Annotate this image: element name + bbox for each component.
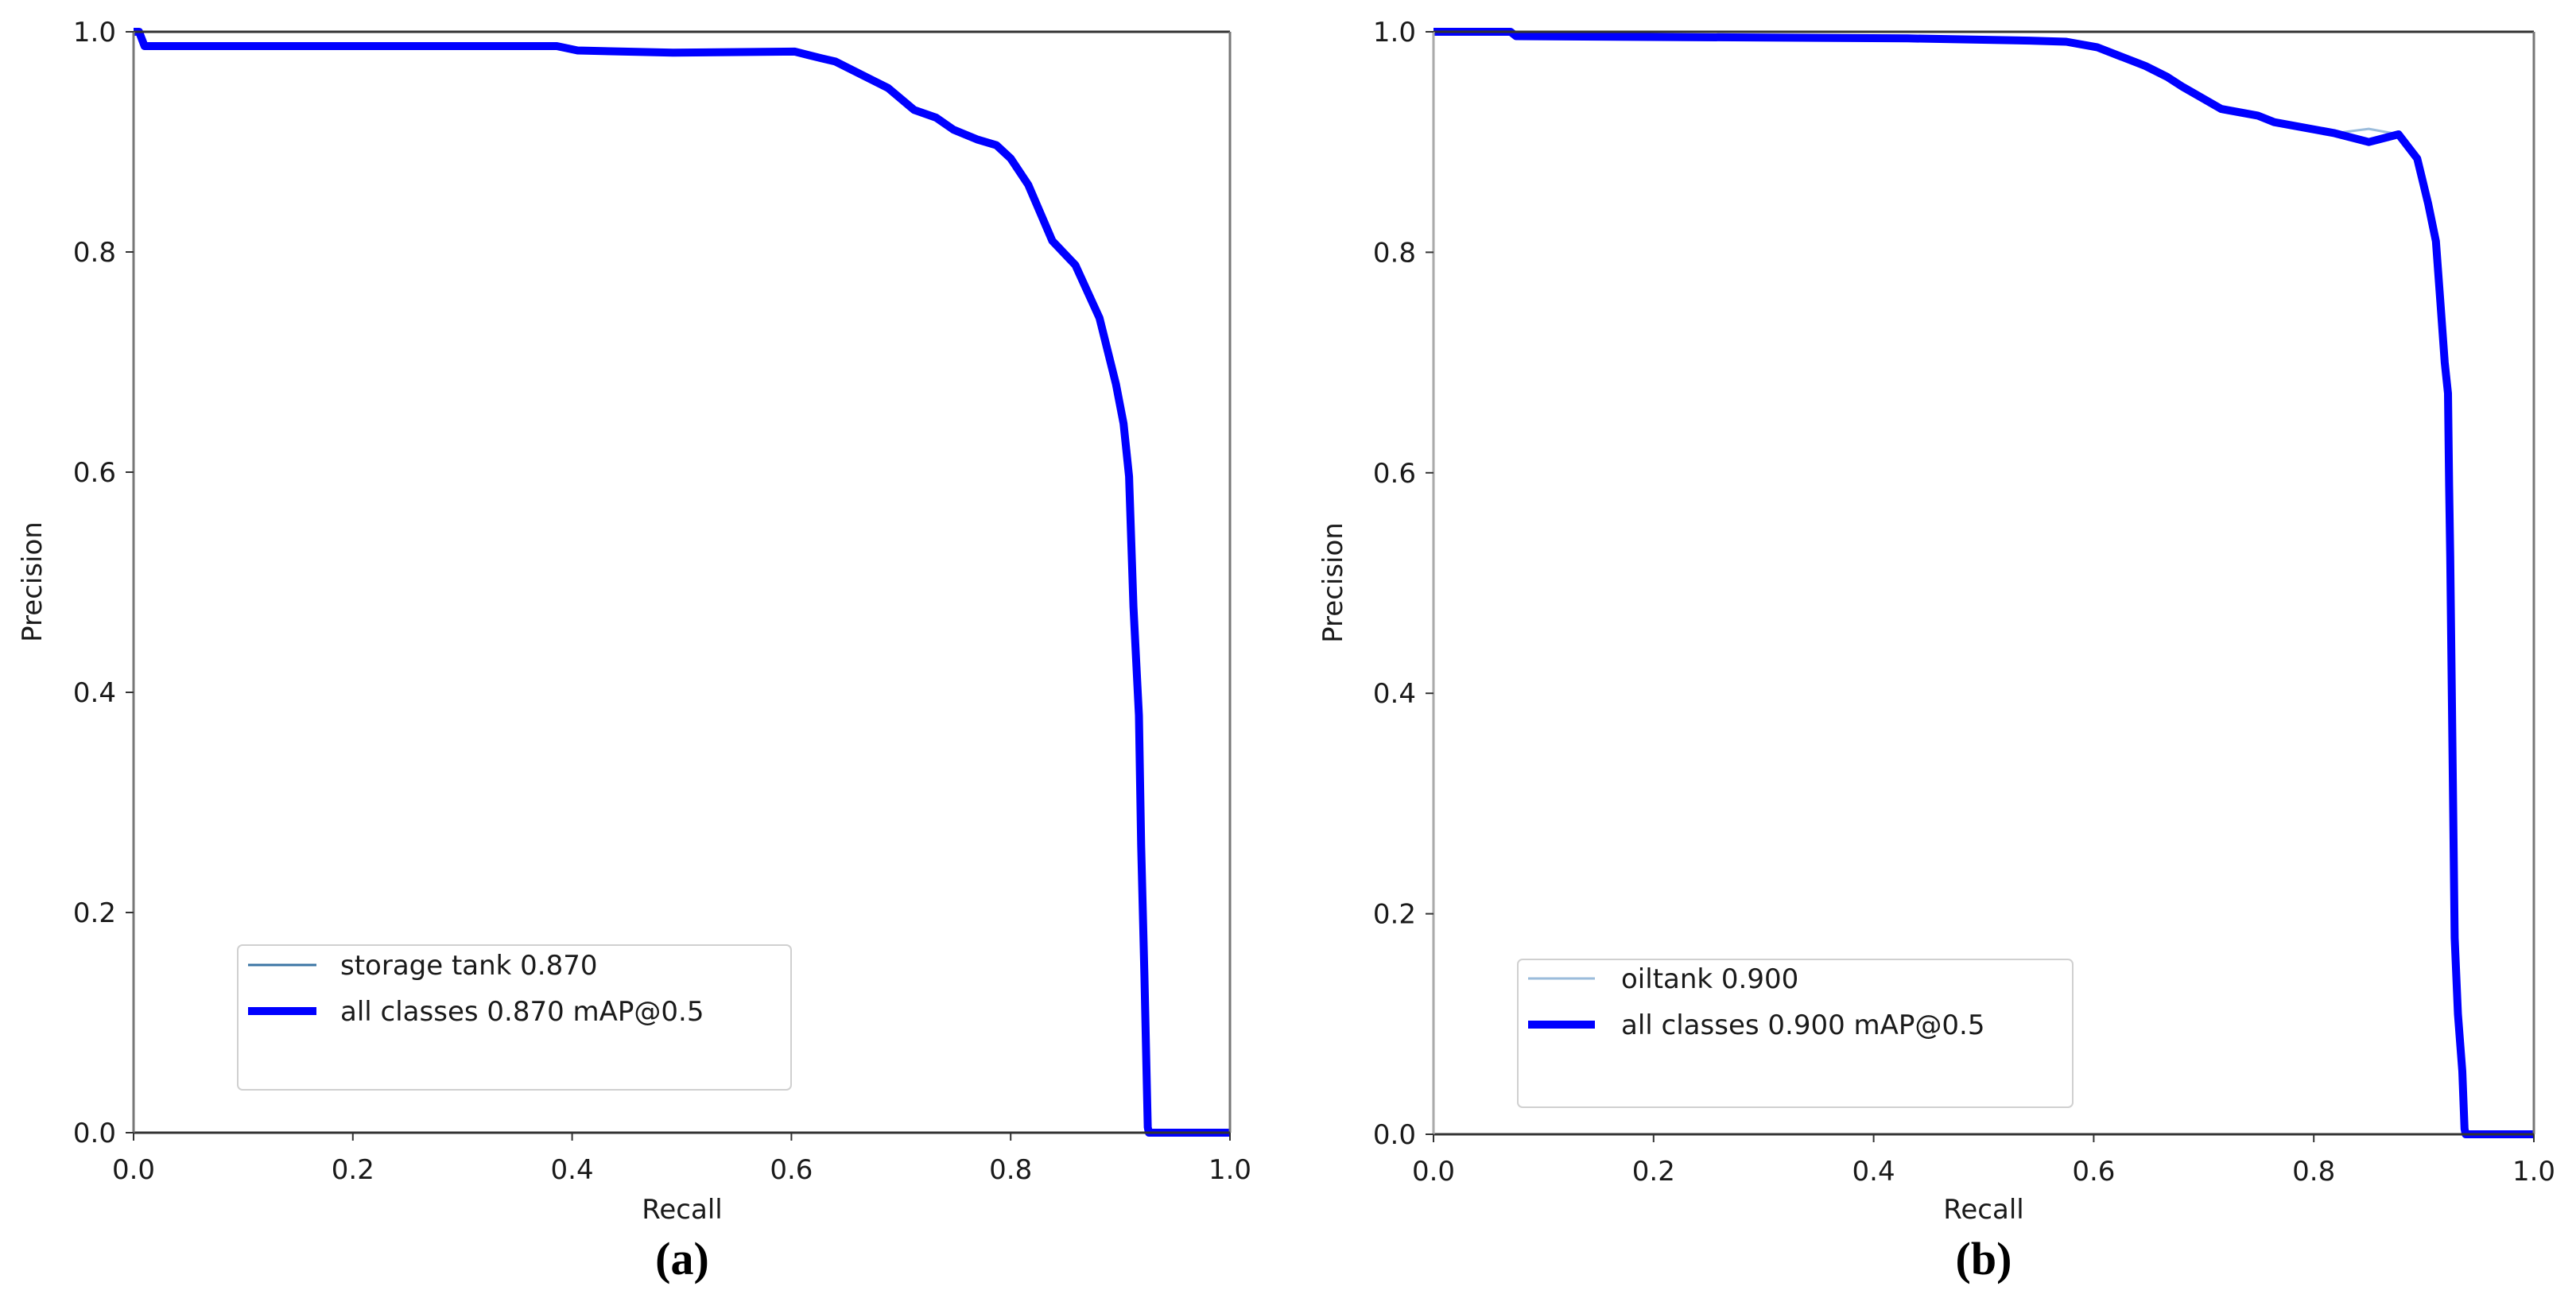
legend-label-all-classes: all classes 0.870 mAP@0.5 — [340, 996, 704, 1028]
y-tick-label: 0.0 — [1373, 1119, 1416, 1151]
legend-box — [237, 944, 792, 1091]
y-axis-label: Precision — [17, 521, 48, 642]
y-tick-label: 0.4 — [1373, 678, 1416, 710]
x-tick-label: 0.4 — [1852, 1156, 1895, 1188]
y-tick-label: 1.0 — [73, 17, 116, 48]
x-tick-label: 1.0 — [1208, 1154, 1251, 1186]
y-axis-label: Precision — [1317, 522, 1349, 643]
panel-label-b: (b) — [1956, 1233, 2012, 1285]
legend-label-all-classes: all classes 0.900 mAP@0.5 — [1621, 1009, 1984, 1041]
y-ticks: 0.0 0.2 0.4 0.6 0.8 1.0 — [73, 17, 134, 1149]
x-tick-label: 1.0 — [2512, 1156, 2555, 1188]
y-tick-label: 0.2 — [73, 897, 116, 929]
x-axis-label: Recall — [1943, 1194, 2023, 1226]
y-tick-label: 0.8 — [73, 237, 116, 269]
legend: storage tank 0.870 all classes 0.870 mAP… — [237, 944, 792, 1091]
pr-curve-all-classes — [1433, 28, 2534, 1138]
pr-curve-all-classes — [134, 28, 1230, 1137]
legend-box — [1517, 959, 2074, 1108]
x-tick-label: 0.0 — [112, 1154, 155, 1186]
panel-b: 0.0 0.2 0.4 0.6 0.8 1.0 0.0 0.2 0.4 0.6 0.8 1.0 Re… — [1317, 17, 2555, 1285]
panel-a: 0.0 0.2 0.4 0.6 0.8 1.0 0.0 0.2 0.4 0.6 0.8 1.0 Re… — [17, 17, 1251, 1285]
series-layer — [1433, 28, 2534, 1138]
y-tick-label: 0.4 — [73, 677, 116, 709]
x-axis-label: Recall — [642, 1194, 722, 1226]
y-ticks: 0.0 0.2 0.4 0.6 0.8 1.0 — [1373, 17, 1433, 1151]
x-tick-label: 0.2 — [332, 1154, 374, 1186]
legend: oiltank 0.900 all classes 0.900 mAP@0.5 — [1517, 959, 2074, 1108]
panel-label-a: (a) — [655, 1233, 709, 1285]
x-tick-label: 0.4 — [551, 1154, 594, 1186]
x-ticks: 0.0 0.2 0.4 0.6 0.8 1.0 — [112, 1133, 1251, 1186]
x-tick-label: 0.8 — [989, 1154, 1032, 1186]
series-layer — [134, 28, 1230, 1137]
y-tick-label: 1.0 — [1373, 17, 1416, 48]
plot-area — [1433, 32, 2534, 1134]
legend-label-storage-tank: storage tank 0.870 — [340, 950, 598, 982]
legend-label-oiltank: oiltank 0.900 — [1621, 963, 1798, 995]
y-tick-label: 0.6 — [73, 457, 116, 489]
y-tick-label: 0.8 — [1373, 237, 1416, 269]
x-ticks: 0.0 0.2 0.4 0.6 0.8 1.0 — [1412, 1134, 2555, 1188]
x-tick-label: 0.6 — [2072, 1156, 2115, 1188]
x-tick-label: 0.2 — [1632, 1156, 1675, 1188]
x-tick-label: 0.8 — [2292, 1156, 2335, 1188]
x-tick-label: 0.0 — [1412, 1156, 1455, 1188]
y-tick-label: 0.0 — [73, 1118, 116, 1149]
y-tick-label: 0.2 — [1373, 899, 1416, 931]
x-tick-label: 0.6 — [770, 1154, 813, 1186]
y-tick-label: 0.6 — [1373, 458, 1416, 490]
